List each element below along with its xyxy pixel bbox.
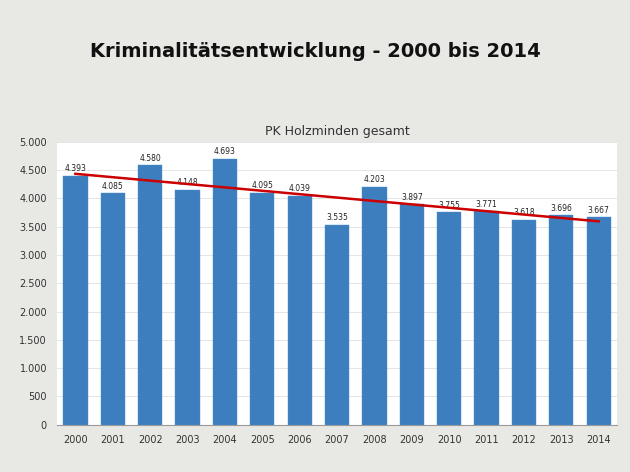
Text: 3.771: 3.771 — [476, 200, 498, 209]
Text: 4.393: 4.393 — [64, 164, 86, 173]
Title: PK Holzminden gesamt: PK Holzminden gesamt — [265, 125, 410, 138]
Bar — [213, 159, 237, 425]
Text: 4.148: 4.148 — [177, 178, 198, 187]
Text: 3.618: 3.618 — [513, 208, 535, 217]
Text: 3.755: 3.755 — [438, 201, 460, 210]
Text: 3.897: 3.897 — [401, 193, 423, 202]
Text: 3.696: 3.696 — [551, 204, 572, 213]
Text: Kriminalitätsentwicklung - 2000 bis 2014: Kriminalitätsentwicklung - 2000 bis 2014 — [89, 42, 541, 61]
Text: 4.580: 4.580 — [139, 154, 161, 163]
Text: 4.085: 4.085 — [102, 182, 123, 191]
Bar — [250, 193, 275, 425]
Bar — [512, 220, 536, 425]
Bar — [175, 190, 200, 425]
Text: 4.693: 4.693 — [214, 147, 236, 156]
Text: 4.039: 4.039 — [289, 185, 311, 194]
Bar — [325, 225, 349, 425]
Bar — [138, 165, 163, 425]
Bar — [362, 187, 387, 425]
Text: 4.095: 4.095 — [251, 181, 273, 190]
Text: 3.535: 3.535 — [326, 213, 348, 222]
Bar — [101, 194, 125, 425]
Text: 3.667: 3.667 — [588, 205, 610, 215]
Text: 4.203: 4.203 — [364, 175, 386, 184]
Bar — [287, 196, 312, 425]
Bar — [549, 215, 573, 425]
Bar — [63, 176, 88, 425]
Bar — [437, 212, 461, 425]
Bar — [474, 211, 499, 425]
Bar — [399, 204, 424, 425]
Bar — [587, 217, 611, 425]
